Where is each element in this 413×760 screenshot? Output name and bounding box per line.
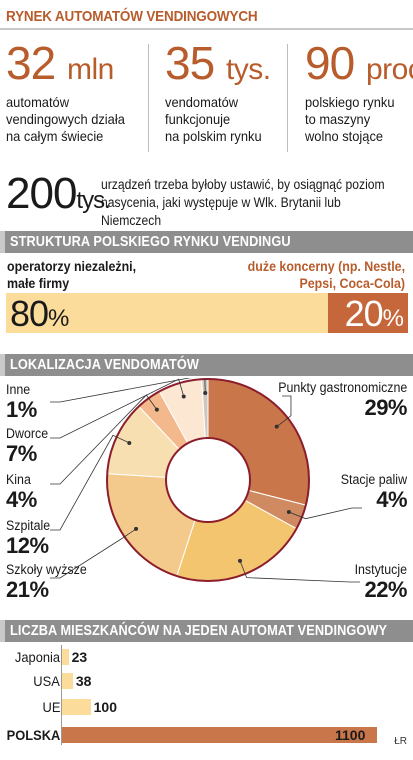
residents-row-usa: USA 38: [0, 671, 413, 691]
stat-description: automatów vendingowych działa na całym ś…: [6, 94, 125, 144]
donut-label-instytucje: Instytucje 22%: [354, 562, 408, 602]
credit: ŁR: [394, 736, 407, 747]
donut-label-gastro: Punkty gastronomiczne 29%: [277, 380, 408, 420]
donut-leader-dot: [154, 407, 159, 412]
residents-bar: [62, 727, 377, 743]
residents-axis: [61, 645, 62, 745]
residents-value: 23: [71, 649, 88, 665]
stat-description: vendomatów funkcjonuje na polskim rynku: [165, 94, 262, 144]
section-header-location: LOKALIZACJA VENDOMATÓW: [0, 354, 413, 376]
residents-value: 38: [75, 673, 92, 689]
structure-bar: 80% 20%: [6, 293, 408, 333]
stat-block-3: 90 proc. polskiego rynku to maszyny woln…: [305, 37, 413, 158]
residents-row-polska: POLSKA 1100: [0, 725, 413, 745]
donut-leader-line: [276, 395, 292, 427]
stat-number: 32 mln: [6, 37, 114, 89]
residents-bar: [62, 699, 91, 715]
big-stat-description: urządzeń trzeba byłoby ustawić, by osiąg…: [101, 177, 385, 228]
title-underline: [0, 28, 413, 30]
structure-value-label: 80%: [10, 293, 69, 334]
structure-label-right: duże koncerny (np. Nestle, Pepsi, Coca-C…: [247, 259, 405, 291]
page-title: RYNEK AUTOMATÓW VENDINGOWYCH: [6, 8, 258, 25]
location-donut-chart: Inne 1% Dworce 7% Kina 4% Szpitale 12% S…: [0, 378, 413, 608]
donut-leader-dot: [203, 391, 208, 396]
donut-leader-dot: [286, 510, 291, 515]
donut-label-stacje: Stacje paliw 4%: [340, 472, 408, 512]
donut-leader-line: [50, 378, 206, 403]
donut-leader-dot: [238, 558, 243, 563]
donut-hole: [165, 437, 251, 523]
residents-row-japonia: Japonia 23: [0, 647, 413, 667]
structure-segment-corporations: 20%: [327, 293, 408, 333]
residents-value: 1100: [335, 727, 366, 743]
donut-leader-dot: [181, 394, 186, 399]
stat-block-2: 35 tys. vendomatów funkcjonuje na polski…: [165, 38, 285, 158]
donut-leader-dot: [127, 440, 132, 445]
donut-leader-line: [50, 434, 130, 531]
residents-row-ue: UE 100: [0, 697, 413, 717]
donut-leader-dot: [134, 526, 139, 531]
residents-label: POLSKA: [6, 727, 60, 743]
stat-number: 35 tys.: [165, 37, 271, 89]
stat-divider: [148, 44, 149, 152]
residents-label: UE: [42, 699, 60, 715]
structure-value-label: 20%: [344, 293, 404, 334]
donut-svg: [50, 378, 362, 583]
donut-leader-line: [239, 560, 360, 583]
structure-segment-independent: 80%: [6, 293, 328, 333]
donut-leader-line: [288, 507, 362, 520]
stat-block-1: 32 mln automatów vendingowych działa na …: [6, 38, 146, 158]
title-bar: RYNEK AUTOMATÓW VENDINGOWYCH: [0, 5, 413, 30]
residents-bar: [62, 649, 69, 665]
donut-leader-line: [50, 394, 158, 485]
residents-bar-chart: Japonia 23 USA 38 UE 100 POLSKA 1100: [0, 643, 413, 755]
section-header-residents: LICZBA MIESZKAŃCÓW NA JEDEN AUTOMAT VEND…: [0, 620, 413, 642]
stat-description: polskiego rynku to maszyny wolno stojące: [305, 94, 395, 144]
section-header-structure: STRUKTURA POLSKIEGO RYNKU VENDINGU: [0, 231, 413, 253]
donut-outer-ring: [106, 378, 310, 582]
big-stat-number: 200tys.: [6, 169, 111, 218]
donut-label-inne: Inne 1%: [6, 382, 37, 422]
donut-label-dworce: Dworce 7%: [6, 426, 49, 466]
stat-divider: [287, 44, 288, 152]
donut-label-szpitale: Szpitale 12%: [6, 518, 51, 558]
structure-label-left: operatorzy niezależni, małe firmy: [7, 259, 137, 291]
residents-label: USA: [33, 673, 60, 689]
donut-label-szkoly: Szkoły wyższe 21%: [6, 562, 87, 602]
residents-value: 100: [93, 699, 117, 715]
donut-label-kina: Kina 4%: [6, 472, 37, 512]
residents-label: Japonia: [14, 649, 60, 665]
donut-leader-line: [50, 528, 137, 579]
stat-number: 90 proc.: [305, 37, 413, 89]
donut-leader-line: [50, 378, 185, 439]
donut-leader-dot: [274, 424, 279, 429]
residents-bar: [62, 673, 73, 689]
